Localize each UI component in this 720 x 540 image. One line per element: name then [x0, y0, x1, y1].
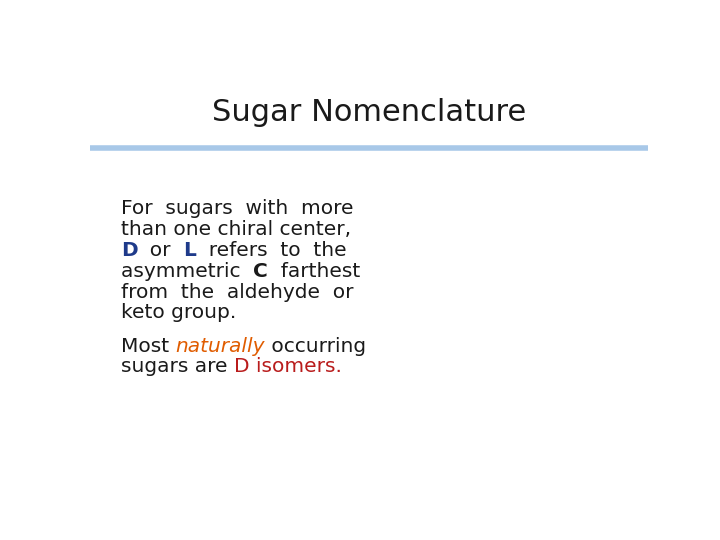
Text: D: D: [121, 241, 138, 260]
Text: than one chiral center,: than one chiral center,: [121, 220, 351, 239]
Text: For  sugars  with  more: For sugars with more: [121, 199, 354, 219]
Text: asymmetric: asymmetric: [121, 262, 253, 281]
Text: D isomers.: D isomers.: [233, 357, 341, 376]
Text: Sugar Nomenclature: Sugar Nomenclature: [212, 98, 526, 127]
Text: C: C: [253, 262, 268, 281]
Text: naturally: naturally: [175, 337, 265, 356]
Text: occurring: occurring: [265, 337, 366, 356]
Text: or: or: [138, 241, 184, 260]
Text: refers  to  the: refers to the: [197, 241, 347, 260]
Text: L: L: [184, 241, 197, 260]
Text: farthest: farthest: [268, 262, 360, 281]
Text: Most: Most: [121, 337, 175, 356]
Text: from  the  aldehyde  or: from the aldehyde or: [121, 282, 354, 302]
Text: sugars are: sugars are: [121, 357, 233, 376]
Text: keto group.: keto group.: [121, 303, 236, 322]
